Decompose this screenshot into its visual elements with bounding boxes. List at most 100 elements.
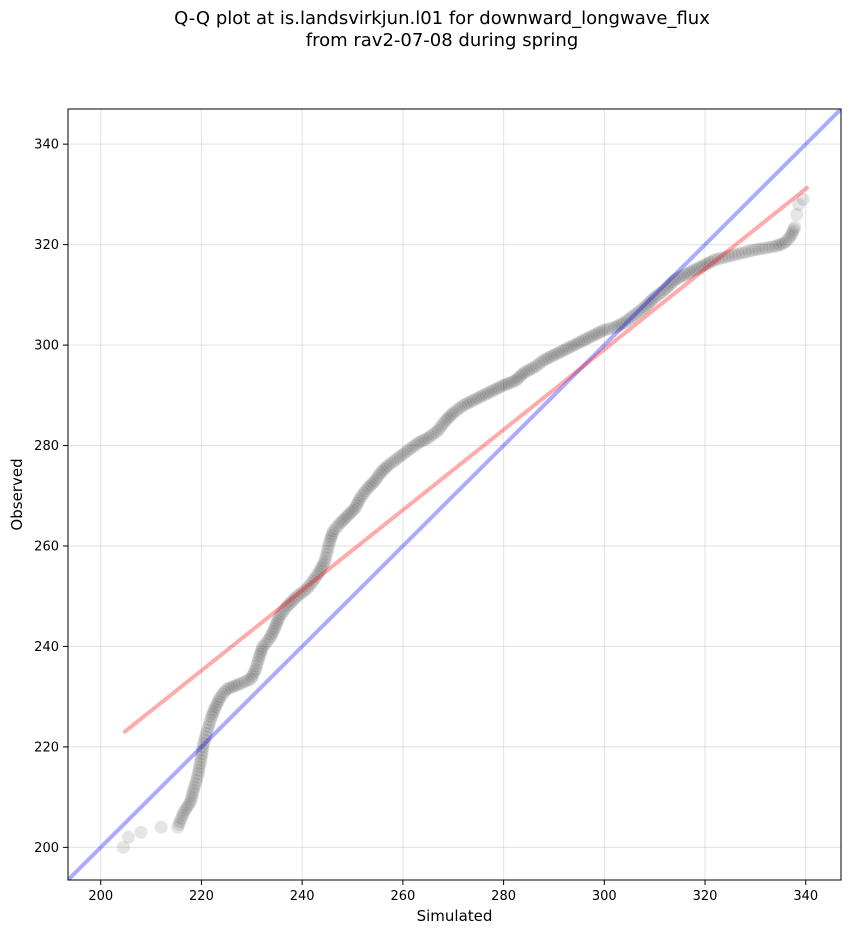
quantile-point [456, 398, 470, 412]
quantile-point [193, 757, 207, 771]
y-tick-label: 240 [34, 640, 59, 655]
quantile-point [476, 388, 490, 402]
quantile-point [650, 288, 664, 302]
quantile-point [216, 687, 230, 701]
quantile-point [323, 534, 337, 548]
quantile-point [648, 290, 662, 304]
quantile-point [203, 716, 217, 730]
quantile-point [320, 547, 334, 561]
quantile-point [597, 323, 611, 337]
quantile-point [290, 589, 304, 603]
quantile-point [424, 429, 438, 443]
quantile-point [210, 697, 224, 711]
quantile-point [711, 252, 725, 266]
quantile-point [449, 404, 463, 418]
quantile-point [459, 397, 473, 411]
quantile-point [469, 392, 483, 406]
quantile-point [565, 339, 579, 353]
quantile-point [342, 507, 356, 521]
quantile-point [673, 270, 687, 284]
quantile-point [638, 300, 652, 314]
quantile-point [346, 503, 360, 517]
quantile-point [180, 800, 194, 814]
quantile-point [644, 294, 658, 308]
quantile-point [701, 256, 715, 270]
quantile-point [245, 670, 259, 684]
quantile-point [790, 207, 804, 221]
quantile-point [703, 255, 717, 269]
quantile-point [675, 269, 689, 283]
quantile-point [441, 412, 455, 426]
quantile-point [745, 243, 759, 257]
quantile-point [134, 825, 148, 839]
quantile-point [254, 644, 268, 658]
quantile-point [765, 240, 779, 254]
quantile-point [206, 707, 220, 721]
quantile-point [670, 272, 684, 286]
quantile-point [370, 471, 384, 485]
quantile-point [590, 327, 604, 341]
quantile-point [527, 361, 541, 375]
quantile-point [557, 343, 571, 357]
quantile-point [492, 381, 506, 395]
quantile-point [489, 382, 503, 396]
x-tick-label: 300 [592, 889, 617, 904]
quantile-point [451, 402, 465, 416]
quantile-point [633, 304, 647, 318]
quantile-point [212, 692, 226, 706]
quantile-point [260, 634, 274, 648]
quantile-point [396, 447, 410, 461]
quantile-point [406, 440, 420, 454]
quantile-point [572, 336, 586, 350]
quantile-point [522, 363, 536, 377]
quantile-point [426, 427, 440, 441]
quantile-point [186, 786, 200, 800]
quantile-point [172, 817, 186, 831]
quantile-point [601, 322, 615, 336]
quantile-point [194, 750, 208, 764]
x-tick-label: 260 [390, 889, 415, 904]
quantile-point [196, 740, 210, 754]
quantile-point [218, 685, 232, 699]
quantile-point [429, 425, 443, 439]
quantile-point [630, 306, 644, 320]
quantile-point [796, 192, 810, 206]
quantile-point [499, 377, 513, 391]
fit-line [122, 185, 810, 735]
quantile-point [209, 700, 223, 714]
quantile-point [444, 408, 458, 422]
quantile-point [204, 713, 218, 727]
quantile-point [271, 612, 285, 626]
quantile-point [383, 457, 397, 471]
quantile-point [680, 266, 694, 280]
quantile-point [534, 355, 548, 369]
quantile-point [742, 244, 756, 258]
quantile-point [372, 469, 386, 483]
quantile-point [116, 840, 130, 854]
quantile-points [116, 192, 810, 854]
quantile-point [474, 390, 488, 404]
quantile-point [461, 396, 475, 410]
quantile-point [238, 675, 252, 689]
quantile-point [696, 259, 710, 273]
quantile-point [255, 642, 269, 656]
quantile-point [278, 602, 292, 616]
quantile-point [324, 531, 338, 545]
quantile-point [615, 317, 629, 331]
quantile-point [232, 677, 246, 691]
quantile-point [227, 679, 241, 693]
quantile-point [250, 659, 264, 673]
quantile-point [333, 516, 347, 530]
quantile-point [353, 491, 367, 505]
quantile-point [479, 387, 493, 401]
quantile-point [195, 747, 209, 761]
quantile-point [253, 647, 267, 661]
quantile-point [690, 261, 704, 275]
chart-subtitle: from rav2-07-08 during spring [305, 30, 579, 51]
quantile-point [620, 314, 634, 328]
quantile-point [154, 820, 168, 834]
quantile-point [368, 474, 382, 488]
quantile-point [547, 348, 561, 362]
quantile-point [529, 359, 543, 373]
quantile-point [560, 342, 574, 356]
